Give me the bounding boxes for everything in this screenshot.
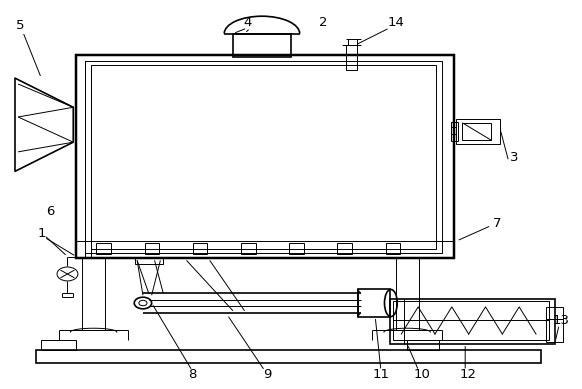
Text: 9: 9 bbox=[264, 368, 272, 381]
Bar bbox=[85, 61, 442, 252]
Text: 13: 13 bbox=[552, 314, 569, 327]
Bar bbox=[82, 256, 105, 330]
Text: 1: 1 bbox=[37, 227, 45, 240]
Bar bbox=[450, 122, 457, 141]
Text: 12: 12 bbox=[460, 368, 477, 381]
Bar bbox=[338, 243, 352, 254]
Text: 4: 4 bbox=[243, 16, 251, 28]
Bar bbox=[358, 289, 390, 317]
Bar bbox=[456, 119, 500, 144]
Bar bbox=[393, 301, 549, 340]
Bar bbox=[289, 243, 304, 254]
Bar bbox=[241, 243, 255, 254]
Bar bbox=[346, 45, 357, 70]
Text: 3: 3 bbox=[510, 151, 519, 164]
Bar bbox=[136, 256, 164, 264]
Bar bbox=[386, 243, 400, 254]
Text: 6: 6 bbox=[46, 205, 54, 219]
Text: 11: 11 bbox=[372, 368, 389, 381]
Text: 10: 10 bbox=[413, 368, 430, 381]
Text: 2: 2 bbox=[319, 16, 327, 28]
Bar bbox=[396, 256, 418, 330]
Bar bbox=[36, 350, 541, 363]
Bar bbox=[407, 340, 439, 350]
Bar bbox=[462, 123, 491, 140]
Text: 8: 8 bbox=[188, 368, 197, 381]
Bar bbox=[41, 340, 76, 350]
Bar bbox=[76, 241, 453, 256]
Text: 14: 14 bbox=[387, 16, 404, 28]
Bar bbox=[233, 33, 291, 57]
Bar bbox=[97, 243, 111, 254]
Bar bbox=[91, 65, 436, 249]
Bar bbox=[390, 299, 555, 344]
Text: 7: 7 bbox=[493, 217, 501, 230]
Bar bbox=[145, 243, 159, 254]
Text: 5: 5 bbox=[16, 19, 24, 32]
Bar bbox=[76, 55, 453, 258]
Bar bbox=[193, 243, 207, 254]
Bar bbox=[546, 307, 563, 342]
